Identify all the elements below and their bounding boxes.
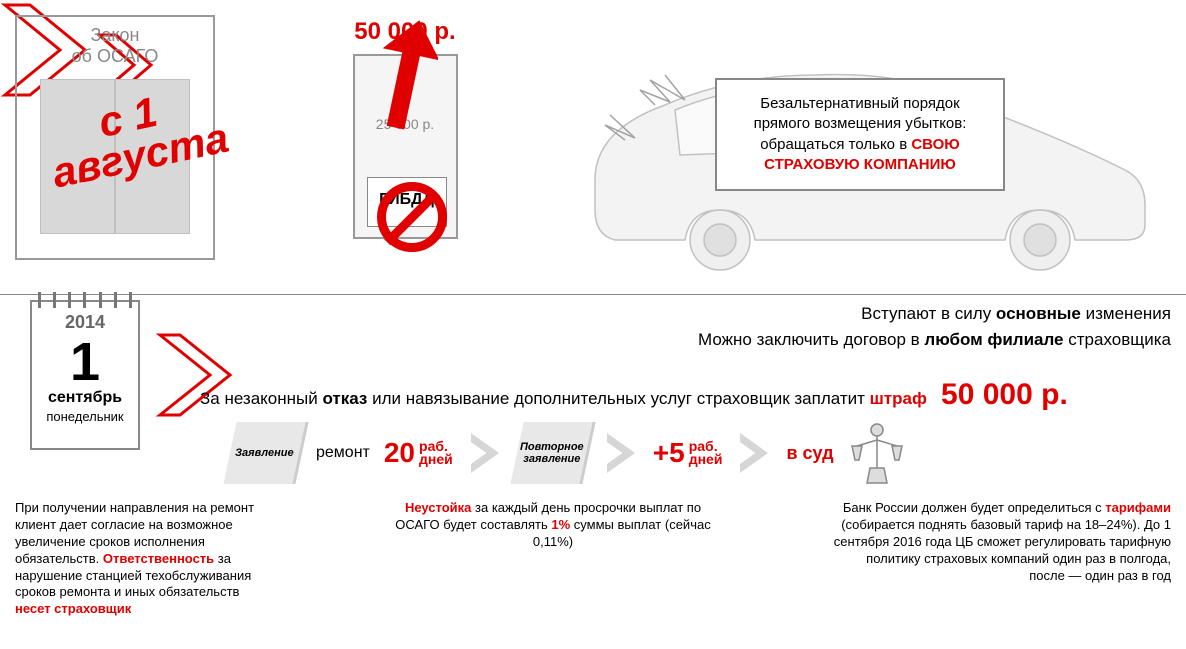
to-court-label: в суд bbox=[786, 443, 833, 464]
calendar-month: сентябрь bbox=[32, 389, 138, 407]
fine-word: штраф bbox=[870, 389, 927, 408]
paper1-label: Заявление bbox=[235, 447, 294, 459]
pr-2: (собирается поднять базовый тариф на 18–… bbox=[834, 517, 1171, 583]
law-line-2: об ОСАГО bbox=[72, 46, 159, 66]
line1-tail: изменения bbox=[1086, 304, 1171, 323]
paper2-label: Повторноезаявление bbox=[519, 441, 583, 465]
branch-line: Можно заключить договор в любом филиале … bbox=[698, 330, 1171, 350]
calendar-rings bbox=[32, 292, 138, 308]
line2-tail: страховщика bbox=[1068, 330, 1171, 349]
car-textbox: Безальтернативный порядок прямого возмещ… bbox=[715, 78, 1005, 191]
days20-unit: раб. дней bbox=[419, 440, 453, 467]
para-tariffs: Банк России должен будет определиться с … bbox=[831, 500, 1171, 618]
p2l1: Повторное bbox=[519, 441, 583, 453]
flow-row: Заявление ремонт 20 раб. дней Повторноез… bbox=[230, 418, 1171, 488]
line2-bold: любом филиале bbox=[924, 330, 1063, 349]
plus5-num: +5 bbox=[653, 437, 685, 469]
unit-bot: дней bbox=[419, 451, 453, 467]
car-block: Безальтернативный порядок прямого возмещ… bbox=[555, 10, 1155, 280]
fine-prefix: За незаконный bbox=[200, 389, 322, 408]
chevron-small-icon bbox=[471, 433, 499, 473]
fine-amount: 50 000 р. bbox=[941, 378, 1068, 411]
pr-red: тарифами bbox=[1105, 500, 1171, 515]
calendar-day: 1 bbox=[32, 335, 138, 389]
para-responsibility: При получении направления на ремонт клие… bbox=[15, 500, 275, 618]
calendar-year: 2014 bbox=[32, 312, 138, 333]
bottom-paragraphs: При получении направления на ремонт клие… bbox=[15, 500, 1171, 618]
calendar-weekday: понедельник bbox=[32, 409, 138, 424]
p2l2: заявление bbox=[523, 453, 580, 465]
law-line-1: Закон bbox=[91, 25, 140, 45]
pm-red: Неустойка bbox=[405, 500, 471, 515]
chevron-small-icon bbox=[740, 433, 768, 473]
money-block: 50 000 р. 25 000 р. ГИБДД bbox=[320, 18, 490, 278]
chevron-small-icon bbox=[607, 433, 635, 473]
fine-refusal: отказ bbox=[322, 389, 367, 408]
para-penalty: Неустойка за каждый день просрочки выпла… bbox=[388, 500, 718, 618]
changes-line: Вступают в силу основные изменения bbox=[698, 304, 1171, 324]
line1-plain: Вступают в силу bbox=[861, 304, 996, 323]
law-box: Закон об ОСАГО с 1 августа bbox=[15, 15, 215, 260]
right-text-lines: Вступают в силу основные изменения Можно… bbox=[698, 304, 1171, 356]
days-20: 20 раб. дней bbox=[384, 437, 453, 469]
law-title: Закон об ОСАГО bbox=[17, 17, 213, 74]
up-arrow-icon bbox=[368, 13, 438, 133]
pr-1: Банк России должен будет определиться с bbox=[843, 500, 1105, 515]
days20-num: 20 bbox=[384, 437, 415, 469]
pl-red2: несет страховщик bbox=[15, 601, 131, 616]
top-section: Закон об ОСАГО с 1 августа 50 000 р. 25 … bbox=[0, 0, 1186, 295]
pm-red2: 1% bbox=[551, 517, 570, 532]
line1-bold: основные bbox=[996, 304, 1081, 323]
paper-application: Заявление bbox=[223, 422, 308, 484]
paper-repeat: Повторноезаявление bbox=[510, 422, 595, 484]
unit-bot-2: дней bbox=[689, 451, 723, 467]
prohibit-icon bbox=[377, 182, 447, 252]
calendar: 2014 1 сентябрь понедельник bbox=[30, 300, 140, 450]
justice-icon bbox=[842, 418, 912, 488]
fine-line: За незаконный отказ или навязывание допо… bbox=[200, 378, 1171, 412]
plus5-unit: раб. дней bbox=[689, 440, 723, 467]
line2-plain: Можно заключить договор в bbox=[698, 330, 924, 349]
days-plus5: +5 раб. дней bbox=[653, 437, 723, 469]
pl-red: Ответственность bbox=[103, 551, 214, 566]
fine-mid: или навязывание дополнительных услуг стр… bbox=[372, 389, 869, 408]
repair-label: ремонт bbox=[310, 444, 376, 462]
